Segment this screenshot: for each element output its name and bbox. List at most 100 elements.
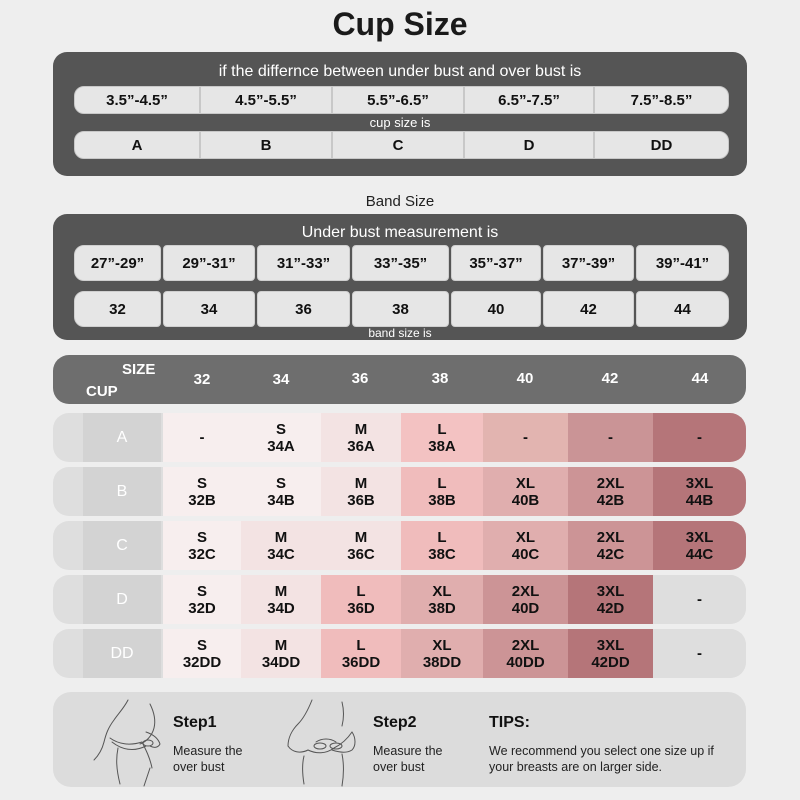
table-cell: XL 38DD (401, 629, 483, 678)
table-cell: M 36A (321, 413, 401, 462)
cup-range-3: 5.5”-6.5” (332, 86, 464, 114)
step2-line2: over bust (373, 760, 425, 774)
table-cell: 3XL 44C (653, 521, 746, 570)
band-size-title: Band Size (365, 193, 435, 210)
table-cell: S 32D (163, 575, 241, 624)
table-cell: M 36C (321, 521, 401, 570)
band-range-2: 29”-31” (163, 245, 255, 281)
table-cell: M 34D (241, 575, 321, 624)
cell-bra-size: 36C (347, 545, 375, 563)
cell-bra-size: 36A (347, 437, 375, 455)
cell-size-label: - (697, 591, 702, 608)
step2-title: Step2 (373, 714, 417, 731)
cup-letter-dd: DD (594, 131, 729, 159)
cell-bra-size: 34D (267, 599, 295, 617)
table-cell: 2XL 40DD (483, 629, 568, 678)
cell-size-label: 3XL (596, 582, 625, 600)
cell-size-label: 2XL (511, 582, 540, 600)
cell-size-label: - (608, 429, 613, 446)
cell-size-label: S (196, 474, 207, 492)
cell-size-label: S (196, 582, 207, 600)
row-cup-label: A (83, 413, 161, 462)
table-cell: - (483, 413, 568, 462)
header-col-38: 38 (431, 370, 449, 387)
cell-size-label: XL (432, 636, 452, 654)
cell-size-label: M (274, 582, 288, 600)
cell-size-label: L (437, 528, 447, 546)
band-panel-heading: Under bust measurement is (301, 224, 499, 241)
cell-size-label: - (523, 429, 528, 446)
band-range-7: 39”-41” (636, 245, 729, 281)
size-table-header (53, 355, 746, 404)
cell-size-label: M (354, 528, 368, 546)
cup-letter-b: B (200, 131, 332, 159)
cell-size-label: 3XL (596, 636, 625, 654)
row-cup-label: DD (83, 629, 161, 678)
table-cell: L 38A (401, 413, 483, 462)
table-cell: S 32C (163, 521, 241, 570)
band-range-4: 33”-35” (352, 245, 449, 281)
step1-figure-icon (93, 699, 161, 787)
cell-bra-size: 42B (596, 491, 625, 509)
cell-size-label: 2XL (596, 528, 625, 546)
cell-size-label: L (356, 636, 366, 654)
cup-range-1: 3.5”-4.5” (74, 86, 200, 114)
table-cell: M 36B (321, 467, 401, 516)
table-cell: - (653, 413, 746, 462)
page-title: Cup Size (332, 6, 468, 42)
cell-size-label: - (697, 645, 702, 662)
cell-bra-size: 38DD (422, 653, 462, 671)
tips-title: TIPS: (489, 714, 530, 731)
table-cell: S 34A (241, 413, 321, 462)
cell-bra-size: 40C (511, 545, 540, 563)
step2-figure-icon (287, 699, 356, 787)
table-cell: 3XL 42DD (568, 629, 653, 678)
cell-bra-size: 34B (267, 491, 295, 509)
cell-bra-size: 36D (347, 599, 375, 617)
band-size-44: 44 (636, 291, 729, 327)
cell-bra-size: 42DD (591, 653, 630, 671)
table-cell: L 36DD (321, 629, 401, 678)
table-cell: - (163, 413, 241, 462)
band-size-38: 38 (352, 291, 449, 327)
cup-range-4: 6.5”-7.5” (464, 86, 594, 114)
cell-size-label: 3XL (685, 528, 714, 546)
cell-bra-size: 44C (685, 545, 714, 563)
table-cell: L 36D (321, 575, 401, 624)
row-cup-label: C (83, 521, 161, 570)
table-cell: - (653, 629, 746, 678)
table-cell: M 34C (241, 521, 321, 570)
cell-size-label: M (354, 474, 368, 492)
step1-line1: Measure the (173, 744, 243, 758)
cell-size-label: - (199, 429, 205, 446)
cell-bra-size: 32DD (182, 653, 222, 671)
table-cell: XL 38D (401, 575, 483, 624)
cell-bra-size: 32C (188, 545, 216, 563)
cell-size-label: M (274, 528, 288, 546)
cell-size-label: 2XL (596, 474, 625, 492)
tips-line1: We recommend you select one size up if (489, 744, 714, 758)
header-size-label: SIZE (122, 361, 156, 378)
cell-bra-size: 40DD (506, 653, 545, 671)
cell-bra-size: 34DD (261, 653, 301, 671)
cup-panel-middle-label: cup size is (369, 115, 431, 130)
cell-size-label: XL (432, 582, 452, 600)
header-col-34: 34 (272, 371, 290, 388)
cell-size-label: XL (515, 474, 536, 492)
band-size-42: 42 (543, 291, 634, 327)
table-cell: M 34DD (241, 629, 321, 678)
table-cell: S 32B (163, 467, 241, 516)
cup-range-5: 7.5”-8.5” (594, 86, 729, 114)
cell-size-label: L (356, 582, 366, 600)
band-range-6: 37”-39” (543, 245, 634, 281)
cup-range-2: 4.5”-5.5” (200, 86, 332, 114)
cell-size-label: L (437, 474, 447, 492)
cup-letter-d: D (464, 131, 594, 159)
band-size-32: 32 (74, 291, 161, 327)
cell-bra-size: 38B (428, 491, 456, 509)
band-panel-footer-label: band size is (368, 326, 432, 340)
table-cell: 2XL 42C (568, 521, 653, 570)
cell-bra-size: 44B (685, 491, 714, 509)
step1-line2: over bust (173, 760, 225, 774)
table-cell: - (568, 413, 653, 462)
